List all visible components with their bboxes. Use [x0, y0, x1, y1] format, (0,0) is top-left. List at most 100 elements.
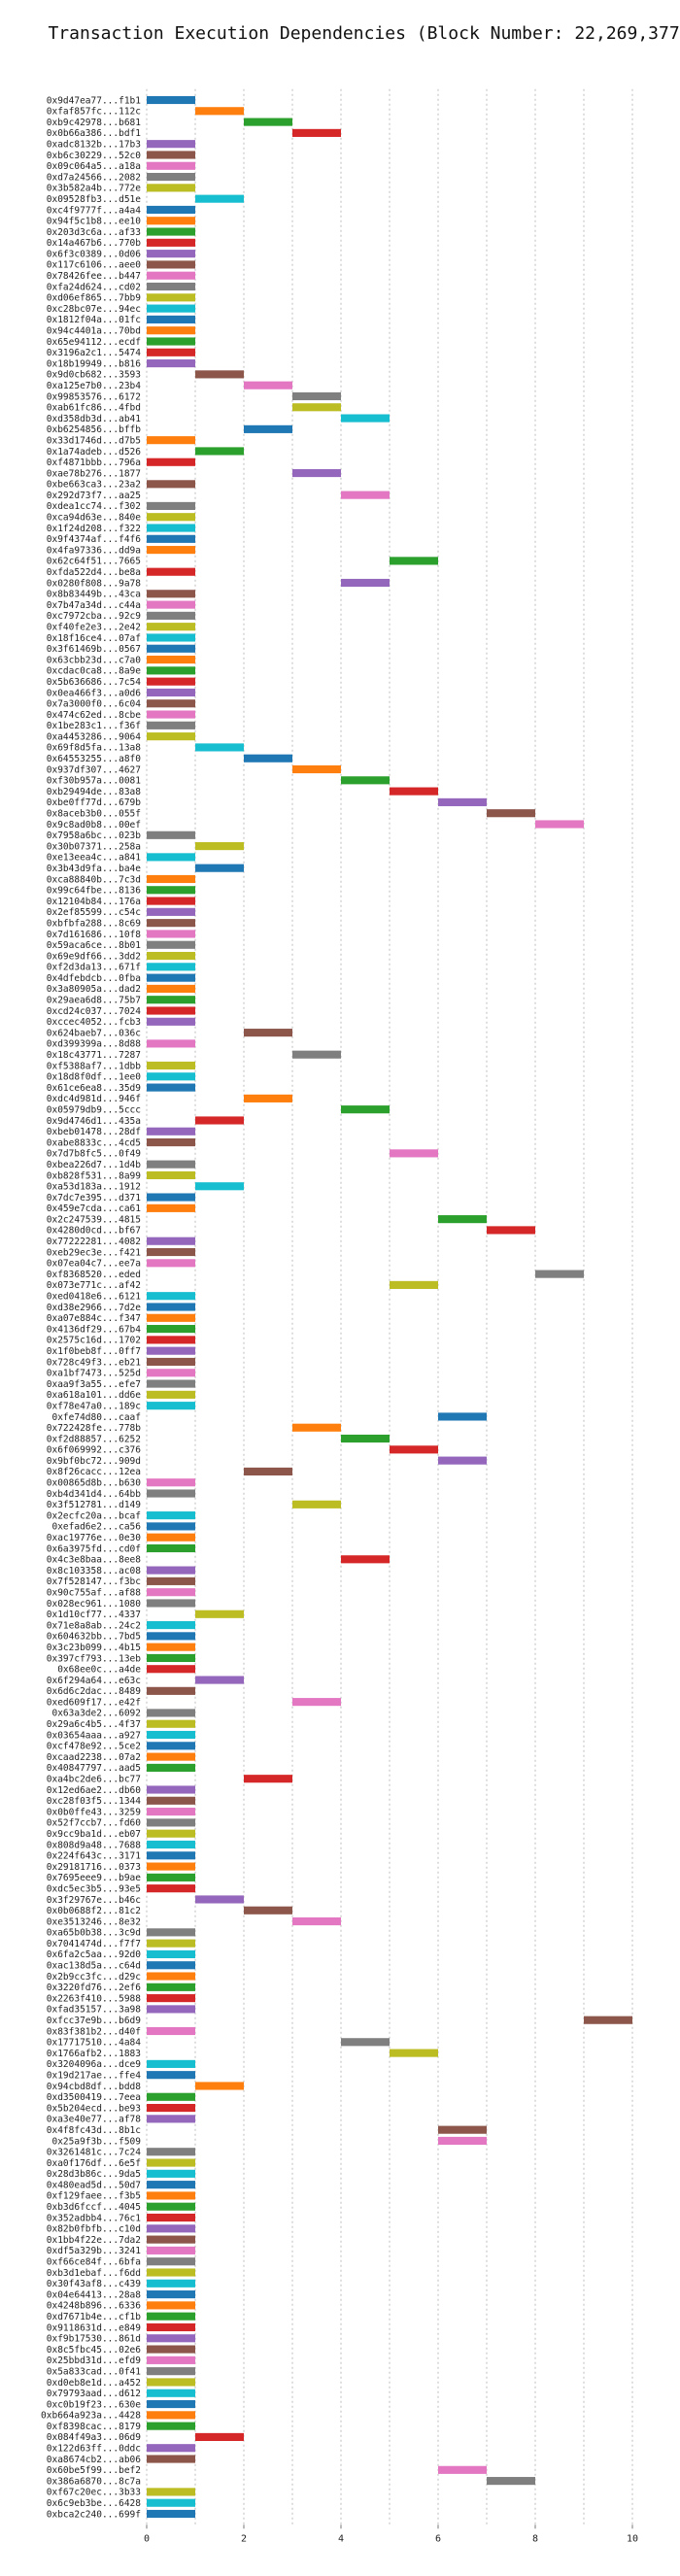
- transaction-label: 0xac138d5a...c64d: [47, 1961, 141, 1972]
- transaction-label: 0xa65b0b38...3c9d: [47, 1928, 141, 1939]
- transaction-label: 0x7b47a34d...c44a: [47, 600, 141, 611]
- dependency-bar: [147, 2345, 195, 2354]
- dependency-bar: [147, 2104, 195, 2113]
- dependency-bar: [147, 337, 195, 346]
- dependency-bar: [147, 1994, 195, 2003]
- transaction-label: 0xf30b957a...0081: [47, 776, 142, 787]
- transaction-label: 0x604632bb...7bd5: [47, 1632, 141, 1643]
- transaction-label: 0xab61fc86...4fbd: [47, 403, 141, 414]
- dependency-bar: [147, 1237, 195, 1245]
- dependency-bar: [147, 853, 195, 862]
- dependency-bar: [147, 1379, 195, 1388]
- transaction-label: 0x084f49a3...06d9: [47, 2432, 142, 2443]
- transaction-label: 0xf2d88857...6252: [47, 1434, 141, 1444]
- transaction-label: 0x3c23b099...4b15: [47, 1643, 141, 1653]
- transaction-label: 0xbea226d7...1d4b: [47, 1160, 142, 1170]
- transaction-label: 0x25bbd31d...efd9: [47, 2356, 142, 2366]
- transaction-label: 0x4248b896...6336: [47, 2301, 142, 2312]
- dependency-bar: [147, 600, 195, 609]
- dependency-bar: [244, 1094, 292, 1102]
- dependency-bar: [147, 996, 195, 1004]
- dependency-bar: [147, 940, 195, 949]
- transaction-label: 0xf5388af7...1dbb: [47, 1061, 142, 1071]
- dependency-bar: [147, 666, 195, 675]
- dependency-bar: [147, 2059, 195, 2068]
- transaction-label: 0x00865d8b...b630: [47, 1478, 142, 1489]
- transaction-label: 0xcaad2238...07a2: [47, 1752, 141, 1763]
- transaction-label: 0xcd24c037...7024: [47, 1006, 142, 1017]
- dependency-bar: [244, 1775, 292, 1783]
- transaction-label: 0x9d4746d1...435a: [47, 1116, 141, 1127]
- dependency-bar: [147, 2224, 195, 2233]
- transaction-label: 0xd7a24566...2082: [47, 172, 141, 183]
- chart-title: Transaction Execution Dependencies (Bloc…: [48, 23, 680, 44]
- dependency-bar: [147, 567, 195, 576]
- dependency-bar: [147, 2389, 195, 2397]
- transaction-label: 0x2ef85599...c54c: [47, 907, 141, 918]
- dependency-bar: [147, 524, 195, 532]
- dependency-bar: [147, 1632, 195, 1641]
- transaction-label: 0xefad6e2...ca56: [51, 1522, 141, 1533]
- transaction-label: 0xa53d183a...1912: [47, 1182, 141, 1193]
- dependency-bar: [341, 1555, 390, 1564]
- transaction-label: 0xaa9f3a55...efe7: [47, 1379, 141, 1390]
- transaction-label: 0x7041474d...f7f7: [47, 1939, 141, 1949]
- transaction-label: 0xf40fe2e3...2e42: [47, 622, 141, 632]
- transaction-label: 0xa125e7b0...23b4: [47, 381, 142, 391]
- transaction-label: 0xccec4052...fcb3: [47, 1017, 141, 1028]
- dependency-bar: [147, 1357, 195, 1367]
- dependency-bar: [147, 2169, 195, 2178]
- dependency-bar: [147, 293, 195, 302]
- dependency-bar: [341, 414, 390, 423]
- transaction-label: 0x12ed6ae2...db60: [47, 1785, 142, 1796]
- transaction-label: 0x2ecfc20a...bcaf: [47, 1510, 141, 1521]
- dependency-bar: [147, 2444, 195, 2453]
- dependency-bar: [147, 513, 195, 522]
- transaction-label: 0x9cc9ba1d...eb07: [47, 1829, 141, 1840]
- transaction-label: 0x99853576...6172: [47, 391, 141, 402]
- dependency-bar: [195, 1895, 244, 1904]
- x-tick-label: 10: [627, 2533, 638, 2544]
- transaction-label: 0xf67c20ec...3b33: [47, 2488, 141, 2498]
- transaction-label: 0x9d47ea77...f1b1: [47, 95, 142, 106]
- dependency-bar: [292, 1500, 341, 1508]
- x-tick-label: 2: [241, 2533, 247, 2544]
- dependency-bar: [147, 1138, 195, 1147]
- dependency-bar: [341, 1105, 390, 1114]
- dependency-bar: [195, 194, 244, 203]
- transaction-label: 0x6f294a64...e63c: [47, 1676, 141, 1686]
- dependency-bar: [390, 1149, 438, 1158]
- transaction-label: 0x18f16ce4...07af: [47, 633, 141, 644]
- transaction-label: 0x0ea466f3...a0d6: [47, 688, 142, 698]
- transaction-label: 0x18c43771...7287: [47, 1050, 141, 1061]
- dependency-bar: [147, 1543, 195, 1553]
- dependency-bar: [195, 1610, 244, 1618]
- dependency-bar: [390, 1445, 438, 1454]
- dependency-bar: [147, 1566, 195, 1575]
- dependency-bar: [292, 1050, 341, 1059]
- dependency-bar: [147, 1193, 195, 1202]
- dependency-bar: [438, 2465, 487, 2474]
- transaction-label: 0x8b83449b...43ca: [47, 590, 141, 600]
- dependency-bar: [438, 1412, 487, 1421]
- dependency-bar: [147, 1160, 195, 1169]
- dependency-bar: [535, 820, 584, 829]
- dependency-bar: [147, 1949, 195, 1958]
- transaction-label: 0x3204096a...dce9: [47, 2059, 142, 2070]
- transaction-label: 0x9d0cb682...3593: [47, 370, 141, 381]
- transaction-label: 0x2b9cc3fc...d29c: [47, 1972, 141, 1983]
- transaction-label: 0xa3e40e77...af78: [47, 2115, 142, 2125]
- transaction-label: 0xbfbfa288...8c69: [47, 918, 142, 929]
- transaction-label: 0x69e9df66...3dd2: [47, 951, 141, 962]
- transaction-label: 0xc7972cba...92c9: [47, 611, 142, 622]
- transaction-label: 0x459e7cda...ca61: [47, 1203, 142, 1214]
- transaction-label: 0xdea1cc74...f302: [47, 501, 141, 512]
- dependency-bar: [438, 2136, 487, 2146]
- transaction-label: 0x4dfebdcb...0fba: [47, 973, 141, 984]
- transaction-label: 0xb4d341d4...64bb: [47, 1489, 142, 1500]
- transaction-label: 0x78426fee...b447: [47, 271, 141, 282]
- transaction-label: 0x6fa2c5aa...92d0: [47, 1949, 142, 1960]
- dependency-bar: [147, 282, 195, 291]
- transaction-label: 0xed609f17...e42f: [47, 1697, 141, 1708]
- transaction-label: 0xe3513246...8e32: [47, 1916, 141, 1927]
